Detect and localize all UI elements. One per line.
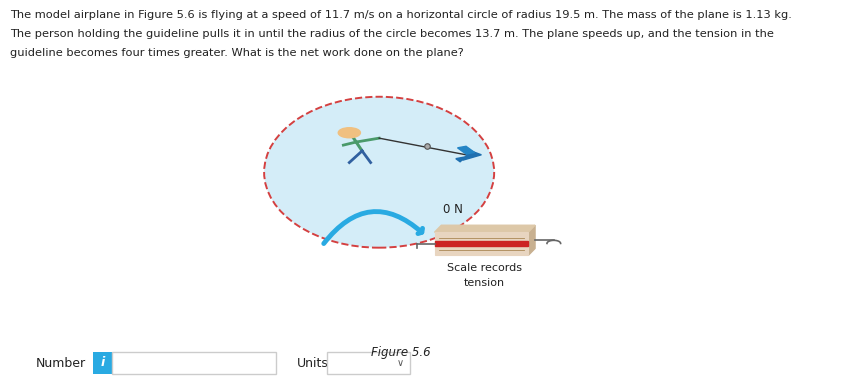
Polygon shape	[435, 225, 535, 232]
Circle shape	[338, 128, 360, 138]
Text: tension: tension	[464, 278, 505, 288]
Text: Number: Number	[36, 356, 86, 370]
Text: The person holding the guideline pulls it in until the radius of the circle beco: The person holding the guideline pulls i…	[10, 29, 774, 39]
Text: i: i	[101, 356, 105, 369]
FancyBboxPatch shape	[93, 352, 113, 374]
Polygon shape	[463, 148, 481, 160]
Polygon shape	[528, 225, 535, 255]
Polygon shape	[435, 241, 528, 246]
FancyBboxPatch shape	[327, 352, 410, 374]
Text: ∨: ∨	[397, 358, 404, 368]
Text: Units: Units	[296, 356, 328, 370]
Text: guideline becomes four times greater. What is the net work done on the plane?: guideline becomes four times greater. Wh…	[10, 48, 464, 58]
Text: Scale records: Scale records	[447, 263, 522, 273]
Polygon shape	[435, 232, 528, 255]
Polygon shape	[456, 157, 466, 162]
Text: Figure 5.6: Figure 5.6	[371, 346, 430, 360]
Polygon shape	[458, 146, 475, 154]
FancyBboxPatch shape	[112, 352, 276, 374]
Ellipse shape	[264, 97, 494, 248]
Text: The model airplane in Figure 5.6 is flying at a speed of 11.7 m/s on a horizonta: The model airplane in Figure 5.6 is flyi…	[10, 10, 792, 20]
Text: 0 N: 0 N	[443, 202, 463, 216]
